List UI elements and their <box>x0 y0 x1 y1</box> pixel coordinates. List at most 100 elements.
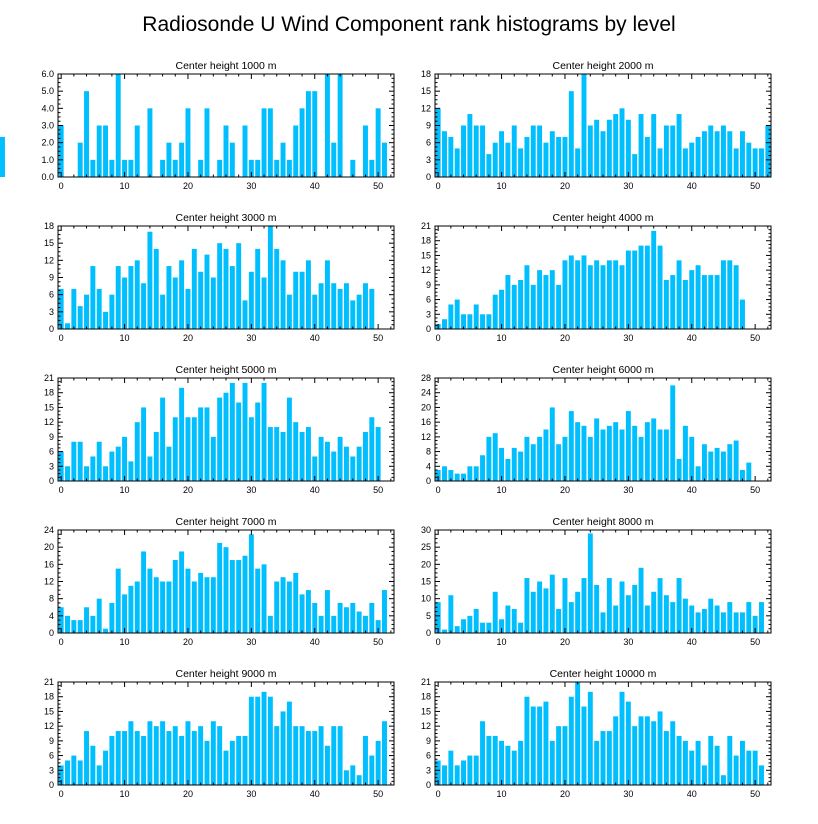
bar <box>242 300 248 329</box>
bar <box>229 382 235 481</box>
bar <box>122 594 128 634</box>
bar <box>160 397 166 481</box>
bar <box>312 294 318 329</box>
bar <box>217 243 223 329</box>
bar <box>651 114 657 177</box>
bar <box>217 726 223 785</box>
bar <box>619 691 625 785</box>
bar <box>0 159 5 177</box>
bar <box>562 136 568 177</box>
bar <box>375 740 381 785</box>
bar <box>172 726 178 785</box>
chart-panel-2: Center height 2000 m 0 3 6 9 12 15 18 0 10 20 30 40 5… <box>0 60 772 191</box>
bar <box>299 271 305 329</box>
bar <box>473 608 479 633</box>
bar <box>293 125 299 177</box>
axis-ticks <box>435 377 771 482</box>
bar <box>293 271 299 329</box>
bar-series <box>435 682 764 785</box>
bar <box>223 547 229 633</box>
axis-ticks <box>435 681 771 786</box>
x-tick-label: 0 <box>59 789 64 799</box>
bar <box>58 607 64 633</box>
bar <box>134 581 140 633</box>
bar <box>746 750 752 785</box>
bar <box>600 265 606 329</box>
bar <box>632 425 638 481</box>
y-tick-label: 4.0 <box>41 103 54 113</box>
bar <box>261 564 267 633</box>
bar <box>575 148 581 177</box>
bar <box>543 142 549 177</box>
x-tick-label: 10 <box>120 333 130 343</box>
bar <box>448 304 454 329</box>
x-tick-label: 30 <box>246 333 256 343</box>
panel-title: Center height 4000 m <box>553 212 654 224</box>
bar <box>644 605 650 633</box>
bar <box>511 284 517 329</box>
bar <box>524 578 530 633</box>
y-tick-label: 2.0 <box>41 138 54 148</box>
bar <box>229 266 235 329</box>
bar <box>644 245 650 329</box>
bar <box>122 277 128 329</box>
x-tick-label: 20 <box>560 333 570 343</box>
y-tick-label: 0 <box>426 780 431 790</box>
bar <box>293 726 299 785</box>
bar <box>543 701 549 785</box>
bar <box>486 735 492 785</box>
bar <box>651 591 657 633</box>
bar <box>543 588 549 633</box>
bar <box>223 750 229 785</box>
bar <box>337 726 343 785</box>
bar <box>549 740 555 785</box>
bar <box>524 696 530 785</box>
bar <box>84 466 89 481</box>
x-tick-label: 20 <box>560 789 570 799</box>
bar <box>587 436 593 481</box>
bar <box>556 608 562 633</box>
x-tick-label: 30 <box>623 181 633 191</box>
bar <box>229 560 235 633</box>
bar <box>714 447 720 481</box>
bar <box>166 142 172 177</box>
bar <box>58 765 64 785</box>
y-tick-label: 6.0 <box>41 69 54 79</box>
bar <box>77 760 83 785</box>
bar <box>242 735 248 785</box>
bar <box>160 159 166 177</box>
bar <box>109 451 115 481</box>
bar <box>204 108 210 177</box>
bar <box>122 159 128 177</box>
x-tick-label: 20 <box>560 181 570 191</box>
bar <box>337 288 343 329</box>
bar <box>689 750 695 785</box>
axis-ticks <box>58 225 394 330</box>
bar <box>505 275 511 329</box>
bar <box>236 243 242 329</box>
y-tick-label: 25 <box>421 542 431 552</box>
y-tick-label: 6 <box>49 447 54 457</box>
bar <box>486 436 492 481</box>
bar <box>568 411 574 481</box>
y-tick-label: 0 <box>49 324 54 334</box>
bar <box>695 740 701 785</box>
x-tick-label: 10 <box>497 637 507 647</box>
bar <box>530 284 536 329</box>
bar <box>651 418 657 481</box>
bar <box>210 721 216 785</box>
bar <box>179 260 185 329</box>
y-tick-label: 18 <box>44 221 54 231</box>
bar <box>198 572 204 633</box>
x-tick-label: 20 <box>560 637 570 647</box>
bar <box>480 455 486 481</box>
bar <box>318 615 324 633</box>
bar <box>248 271 254 329</box>
bar <box>229 740 235 785</box>
y-tick-label: 15 <box>44 402 54 412</box>
bar <box>356 294 362 329</box>
x-tick-label: 40 <box>310 637 320 647</box>
bar <box>537 436 543 481</box>
bar <box>625 119 631 177</box>
x-tick-label: 40 <box>687 789 697 799</box>
